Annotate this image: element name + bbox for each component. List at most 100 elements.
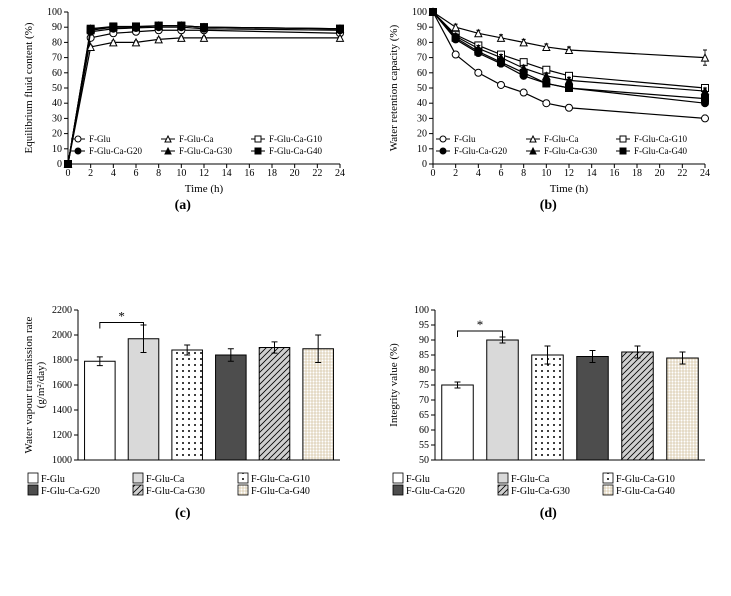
figure-page: 0246810121416182022240102030405060708090… [0,0,731,596]
panel-c-plot: 1000120014001600180020002200Water vapour… [18,302,348,502]
svg-text:F-Glu-Ca: F-Glu-Ca [544,134,579,144]
svg-text:F-Glu-Ca: F-Glu-Ca [511,474,550,485]
svg-text:20: 20 [52,129,62,140]
svg-text:60: 60 [52,68,62,79]
svg-text:8: 8 [521,168,526,179]
svg-text:12: 12 [199,168,209,179]
svg-text:50: 50 [52,83,62,94]
figure-grid: 0246810121416182022240102030405060708090… [0,0,731,596]
panel-d-caption: (d) [540,506,557,522]
svg-text:F-Glu-Ca-G10: F-Glu-Ca-G10 [634,134,687,144]
svg-text:22: 22 [312,168,322,179]
panel-b-caption: (b) [540,198,557,214]
panel-a-caption: (a) [175,198,191,214]
panel-c-caption: (c) [175,506,191,522]
svg-text:F-Glu-Ca-G40: F-Glu-Ca-G40 [616,486,675,497]
svg-text:14: 14 [587,168,597,179]
svg-text:F-Glu-Ca-G10: F-Glu-Ca-G10 [269,134,322,144]
svg-text:F-Glu-Ca-G40: F-Glu-Ca-G40 [251,486,310,497]
svg-text:F-Glu-Ca-G10: F-Glu-Ca-G10 [616,474,675,485]
svg-text:0: 0 [431,168,436,179]
svg-text:20: 20 [289,168,299,179]
svg-text:55: 55 [419,440,429,451]
svg-text:Water retention capacity (%): Water retention capacity (%) [388,24,400,151]
svg-text:F-Glu-Ca-G30: F-Glu-Ca-G30 [544,146,597,156]
svg-text:0: 0 [57,159,62,170]
svg-text:1800: 1800 [52,355,72,366]
panel-b-plot: 0246810121416182022240102030405060708090… [383,4,713,194]
svg-text:50: 50 [417,83,427,94]
svg-text:70: 70 [419,395,429,406]
panel-d-cell: 50556065707580859095100Integrity value (… [366,298,731,596]
svg-text:40: 40 [52,98,62,109]
svg-text:10: 10 [542,168,552,179]
svg-text:60: 60 [417,68,427,79]
svg-text:75: 75 [419,380,429,391]
svg-text:2: 2 [453,168,458,179]
svg-text:F-Glu-Ca: F-Glu-Ca [179,134,214,144]
svg-text:0: 0 [422,159,427,170]
svg-text:10: 10 [52,144,62,155]
svg-text:0: 0 [65,168,70,179]
svg-text:F-Glu-Ca: F-Glu-Ca [146,474,185,485]
svg-text:2200: 2200 [52,305,72,316]
svg-text:100: 100 [412,7,427,18]
svg-text:1200: 1200 [52,430,72,441]
svg-text:Integrity value (%): Integrity value (%) [388,343,400,427]
panel-c-cell: 1000120014001600180020002200Water vapour… [0,298,366,596]
svg-text:90: 90 [52,22,62,33]
svg-text:F-Glu-Ca-G20: F-Glu-Ca-G20 [41,486,100,497]
svg-text:6: 6 [133,168,138,179]
svg-text:16: 16 [610,168,620,179]
svg-text:F-Glu-Ca-G30: F-Glu-Ca-G30 [511,486,570,497]
svg-text:2: 2 [88,168,93,179]
svg-text:60: 60 [419,425,429,436]
svg-text:2000: 2000 [52,330,72,341]
svg-text:90: 90 [419,335,429,346]
svg-text:65: 65 [419,410,429,421]
svg-text:70: 70 [417,53,427,64]
svg-text:40: 40 [417,98,427,109]
svg-text:30: 30 [52,113,62,124]
svg-text:24: 24 [335,168,345,179]
svg-text:*: * [118,309,125,324]
svg-text:100: 100 [414,305,429,316]
svg-text:F-Glu: F-Glu [406,474,430,485]
svg-text:80: 80 [52,37,62,48]
svg-text:Time (h): Time (h) [550,183,589,194]
panel-a-plot: 0246810121416182022240102030405060708090… [18,4,348,194]
panel-d-plot: 50556065707580859095100Integrity value (… [383,302,713,502]
svg-text:12: 12 [564,168,574,179]
svg-text:Water vapour transmission rate: Water vapour transmission rate [23,316,35,453]
svg-text:85: 85 [419,350,429,361]
svg-text:F-Glu: F-Glu [41,474,65,485]
svg-text:16: 16 [244,168,254,179]
svg-text:1600: 1600 [52,380,72,391]
svg-text:F-Glu-Ca-G40: F-Glu-Ca-G40 [269,146,322,156]
svg-text:Time (h): Time (h) [185,183,224,194]
svg-text:F-Glu: F-Glu [454,134,476,144]
panel-b-cell: 0246810121416182022240102030405060708090… [366,0,731,298]
svg-text:F-Glu-Ca-G20: F-Glu-Ca-G20 [89,146,142,156]
svg-text:10: 10 [176,168,186,179]
svg-text:F-Glu-Ca-G10: F-Glu-Ca-G10 [251,474,310,485]
svg-text:F-Glu: F-Glu [89,134,111,144]
svg-text:18: 18 [267,168,277,179]
svg-text:F-Glu-Ca-G20: F-Glu-Ca-G20 [406,486,465,497]
svg-text:20: 20 [417,129,427,140]
panel-a-cell: 0246810121416182022240102030405060708090… [0,0,366,298]
svg-text:18: 18 [632,168,642,179]
svg-text:90: 90 [417,22,427,33]
svg-text:F-Glu-Ca-G30: F-Glu-Ca-G30 [179,146,232,156]
svg-text:14: 14 [221,168,231,179]
svg-text:F-Glu-Ca-G20: F-Glu-Ca-G20 [454,146,507,156]
svg-text:100: 100 [47,7,62,18]
svg-text:24: 24 [700,168,710,179]
svg-text:80: 80 [417,37,427,48]
svg-text:95: 95 [419,320,429,331]
svg-text:4: 4 [476,168,481,179]
svg-text:F-Glu-Ca-G30: F-Glu-Ca-G30 [146,486,205,497]
svg-text:80: 80 [419,365,429,376]
svg-text:4: 4 [111,168,116,179]
svg-text:F-Glu-Ca-G40: F-Glu-Ca-G40 [634,146,687,156]
